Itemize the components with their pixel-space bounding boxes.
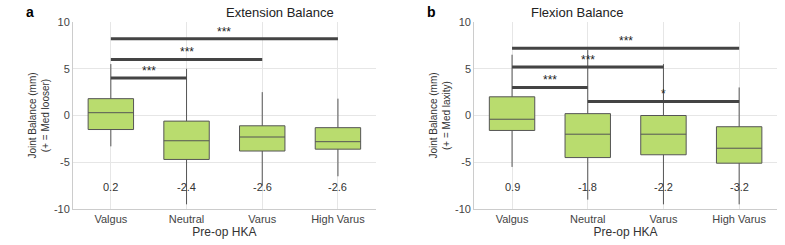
svg-text:***: *** xyxy=(180,45,194,59)
svg-text:Flexion Balance: Flexion Balance xyxy=(531,5,624,20)
svg-text:-2.4: -2.4 xyxy=(177,181,196,193)
svg-text:-2.6: -2.6 xyxy=(253,181,272,193)
svg-text:Extension Balance: Extension Balance xyxy=(226,5,334,20)
svg-text:Joint Balance (mm)(+ = Med loo: Joint Balance (mm)(+ = Med looser) xyxy=(27,72,51,158)
svg-text:-10: -10 xyxy=(455,203,471,215)
svg-text:-1.8: -1.8 xyxy=(578,181,597,193)
svg-text:0.2: 0.2 xyxy=(103,181,118,193)
svg-text:10: 10 xyxy=(58,16,70,28)
svg-text:0: 0 xyxy=(465,109,471,121)
svg-text:-5: -5 xyxy=(60,156,70,168)
svg-text:***: *** xyxy=(142,64,156,78)
svg-text:-10: -10 xyxy=(54,203,70,215)
svg-text:High Varus: High Varus xyxy=(311,213,365,225)
svg-text:Varus: Varus xyxy=(248,213,276,225)
svg-text:0: 0 xyxy=(64,109,70,121)
svg-text:Valgus: Valgus xyxy=(496,213,529,225)
svg-text:5: 5 xyxy=(465,63,471,75)
svg-text:Varus: Varus xyxy=(649,213,677,225)
svg-text:b: b xyxy=(427,4,436,20)
svg-text:Joint Balance (mm)(+ = Med lax: Joint Balance (mm)(+ = Med laxity) xyxy=(428,72,452,158)
svg-text:***: *** xyxy=(619,34,633,48)
svg-text:Neutral: Neutral xyxy=(169,213,204,225)
svg-text:-2.6: -2.6 xyxy=(328,181,347,193)
svg-text:Neutral: Neutral xyxy=(570,213,605,225)
svg-text:-2.2: -2.2 xyxy=(654,181,673,193)
svg-text:*: * xyxy=(661,87,666,101)
svg-text:Pre-op HKA: Pre-op HKA xyxy=(192,225,256,239)
svg-text:-3.2: -3.2 xyxy=(730,181,749,193)
svg-text:10: 10 xyxy=(459,16,471,28)
svg-text:a: a xyxy=(26,4,34,20)
svg-text:High Varus: High Varus xyxy=(712,213,766,225)
svg-text:***: *** xyxy=(217,25,231,39)
svg-text:Valgus: Valgus xyxy=(94,213,127,225)
svg-text:Pre-op HKA: Pre-op HKA xyxy=(594,225,658,239)
svg-text:-5: -5 xyxy=(461,156,471,168)
svg-text:0.9: 0.9 xyxy=(505,181,520,193)
svg-text:***: *** xyxy=(543,73,557,87)
svg-text:5: 5 xyxy=(64,63,70,75)
svg-text:***: *** xyxy=(581,53,595,67)
